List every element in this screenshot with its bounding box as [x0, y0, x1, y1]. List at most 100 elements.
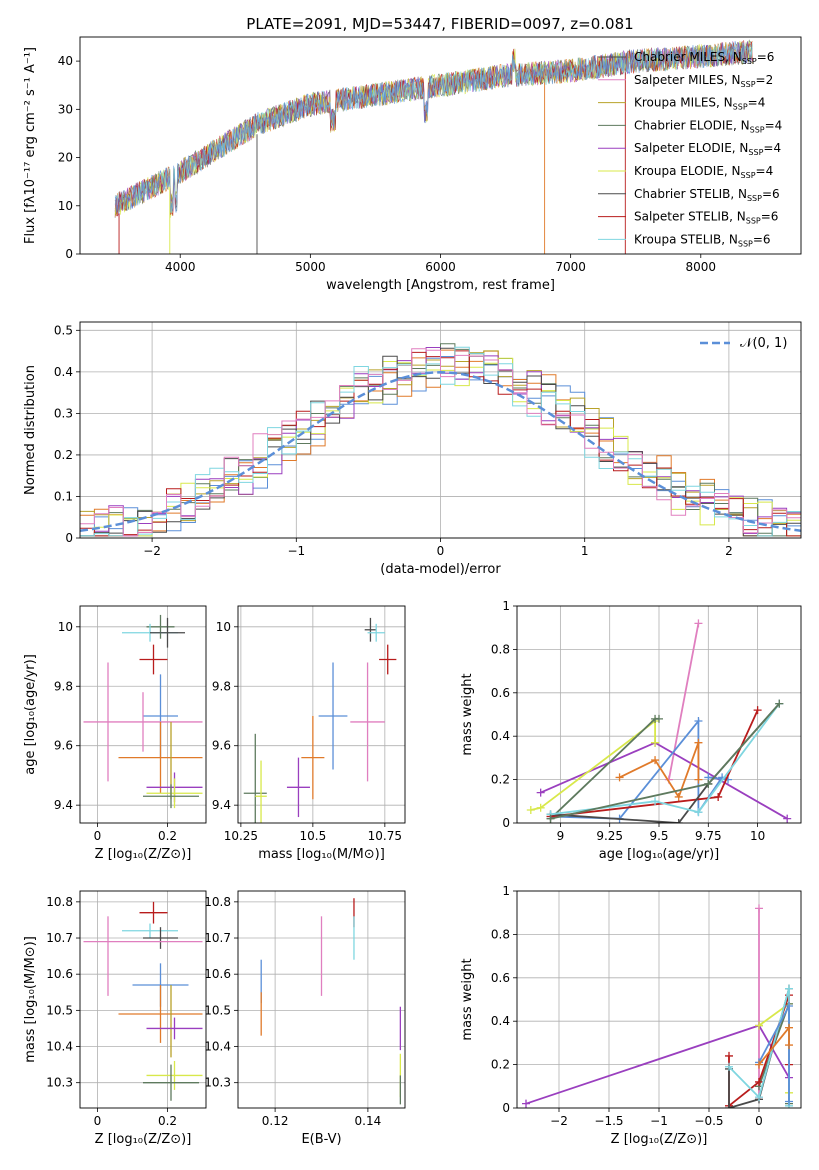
residuals-frame — [79, 321, 802, 539]
x-tick-label: 0.2 — [158, 1114, 177, 1128]
errorbar-point — [364, 617, 377, 642]
errorbar-point — [301, 715, 325, 800]
y-tick-label: 0.1 — [54, 489, 73, 503]
errorbar-point — [146, 1017, 203, 1040]
y-tick-label: 10 — [216, 620, 231, 634]
errorbar-point — [255, 760, 267, 823]
y-tick-label: 10.6 — [46, 967, 73, 981]
errorbar-point — [379, 644, 397, 675]
plus-marker — [755, 1060, 763, 1069]
mass_vs_Z-axes: 0 0.2 10.3 10.4 10.5 10.6 10.7 10.8 Z [log₁₀(Z/Z… — [23, 891, 206, 1147]
x-tick-label: 8000 — [686, 260, 717, 274]
x-tick-label: 0.2 — [158, 829, 177, 843]
plus-marker — [536, 803, 545, 812]
y-tick-label: 9.4 — [54, 798, 73, 812]
age_vs_mass-marks — [243, 617, 397, 823]
x-tick-label: 9.75 — [695, 829, 722, 843]
mass-weight-series-line — [530, 719, 656, 811]
y-tick-label: 40 — [58, 54, 73, 68]
plus-marker — [714, 792, 723, 801]
x-axis-label: age [log₁₀(age/yr)] — [599, 847, 720, 862]
x-tick-label: 0.14 — [355, 1114, 382, 1128]
y-tick-label: 9.6 — [54, 739, 73, 753]
plus-marker — [785, 1041, 793, 1050]
y-tick-label: 10.3 — [204, 1076, 231, 1090]
x-tick-label: 10.25 — [224, 829, 258, 843]
x-axis-label: Z [log₁₀(Z/Z⊙)] — [95, 1132, 192, 1147]
plus-marker — [694, 775, 703, 784]
spectrum-legend: Chabrier MILES, NSSP=6 Salpeter MILES, NS… — [598, 50, 782, 248]
errorbar-point — [118, 721, 203, 794]
y-axis-label: mass weight — [460, 673, 475, 755]
plus-marker — [694, 717, 703, 726]
y-tick-label: 10.4 — [46, 1040, 73, 1054]
x-tick-label: 1 — [581, 544, 589, 558]
y-tick-label: 10.8 — [204, 895, 231, 909]
y-tick-label: 10.4 — [204, 1040, 231, 1054]
errorbar-point — [122, 923, 178, 939]
y-tick-label: 10 — [58, 620, 73, 634]
legend-entry: Chabrier MILES, NSSP=6 — [634, 50, 774, 66]
y-tick-label: 9.4 — [212, 798, 231, 812]
y-axis-label: mass [log₁₀(M/M⊙)] — [23, 936, 38, 1063]
legend-entry: Kroupa ELODIE, NSSP=4 — [634, 164, 773, 180]
mass-weight-series-line — [758, 1005, 790, 1102]
mass-weight-series-line — [550, 703, 781, 816]
mass_vs_Z-frame — [79, 890, 207, 1109]
residuals-legend: 𝒩(0, 1) — [700, 336, 787, 351]
x-tick-label: 0 — [94, 1114, 102, 1128]
plus-marker — [753, 706, 762, 715]
plus-marker — [775, 699, 784, 708]
y-tick-label: 30 — [58, 102, 73, 116]
y-tick-label: 0.8 — [491, 927, 510, 941]
errorbar-point — [350, 662, 385, 782]
spectrum-axes: 4000 5000 6000 7000 8000 0 10 20 30 40 wavelength … — [23, 47, 716, 293]
plus-marker — [694, 808, 703, 817]
normal-curve-line — [80, 371, 801, 532]
residuals-marks — [80, 343, 801, 537]
y-tick-label: 0 — [65, 531, 73, 545]
y-tick-label: 0.6 — [491, 686, 510, 700]
errorbar-point — [367, 623, 385, 642]
age_vs_Z-frame — [79, 605, 207, 824]
x-axis-label: Z [log₁₀(Z/Z⊙)] — [95, 847, 192, 862]
x-tick-label: −2 — [143, 544, 161, 558]
x-tick-label: 10.75 — [368, 829, 402, 843]
plus-marker — [755, 1093, 763, 1102]
y-tick-label: 20 — [58, 151, 73, 165]
plus-marker — [651, 756, 660, 765]
x-tick-label: 7000 — [555, 260, 586, 274]
x-tick-label: 9.5 — [649, 829, 668, 843]
plus-marker — [694, 738, 703, 747]
plus-marker — [651, 797, 660, 806]
mass_weight_vs_Z-marks — [522, 904, 793, 1108]
errorbar-point — [243, 733, 267, 823]
plus-marker — [785, 1097, 793, 1106]
errorbar-point — [286, 757, 310, 818]
y-tick-label: 0.2 — [54, 448, 73, 462]
x-axis-label: mass [log₁₀(M/M⊙)] — [258, 847, 385, 862]
y-tick-label: 10.6 — [204, 967, 231, 981]
plus-marker — [536, 788, 545, 797]
spectrum-series-line — [114, 40, 753, 217]
plus-marker — [655, 714, 663, 723]
y-tick-label: 1 — [502, 884, 510, 898]
y-tick-label: 0 — [502, 816, 510, 830]
plus-marker — [755, 904, 763, 913]
mass_weight_vs_Z-frame — [516, 890, 802, 1109]
y-tick-label: 0.6 — [491, 971, 510, 985]
errorbar-point — [146, 778, 203, 809]
age_vs_Z-axes: 0 0.2 9.4 9.6 9.8 10 Z [log₁₀(Z/Z⊙)] age [log₁₀… — [23, 606, 206, 862]
mass_vs_Z-marks — [83, 901, 203, 1101]
errorbar-point — [83, 692, 203, 752]
x-axis-label: wavelength [Angstrom, rest frame] — [326, 278, 555, 293]
y-tick-label: 10.7 — [46, 931, 73, 945]
y-tick-label: 9.8 — [54, 679, 73, 693]
mass_vs_ebv-axes: 0.12 0.14 10.3 10.4 10.5 10.6 10.7 10.8 E(B-V) — [204, 891, 405, 1147]
x-tick-label: 4000 — [165, 260, 196, 274]
plus-marker — [694, 619, 703, 628]
x-axis-label: Z [log₁₀(Z/Z⊙)] — [611, 1132, 708, 1147]
x-axis-label: E(B-V) — [301, 1132, 341, 1147]
y-tick-label: 0.8 — [491, 642, 510, 656]
